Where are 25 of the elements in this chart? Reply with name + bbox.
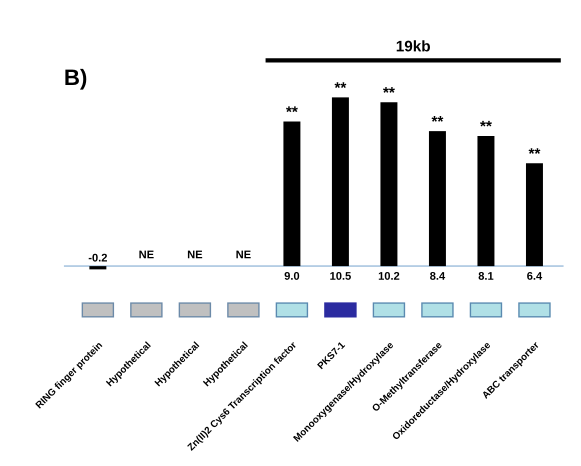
bar [283,121,300,266]
data-label: 10.5 [330,272,351,280]
annotation: ** [528,148,540,154]
bar [332,97,349,266]
bar [428,131,446,266]
annotation: ** [383,87,395,93]
bar [89,266,106,270]
data-label: 8.4 [430,272,446,280]
annotation: ** [334,82,346,88]
text: NE [139,250,154,258]
bar [380,102,398,266]
annotation: ** [480,120,492,127]
text: NE [236,250,251,258]
data-label: -0.2 [88,254,107,262]
text: 19kb [396,40,430,52]
data-label: 9.0 [284,272,300,280]
text: NE [188,250,202,258]
data-label: 8.1 [478,272,494,280]
annotation: ** [286,106,298,112]
chart-title: B) [65,68,86,90]
data-label: 6.4 [527,272,542,280]
bar [526,163,543,266]
bar [477,136,494,266]
annotation: ** [432,116,444,122]
data-label: 10.2 [378,272,400,280]
